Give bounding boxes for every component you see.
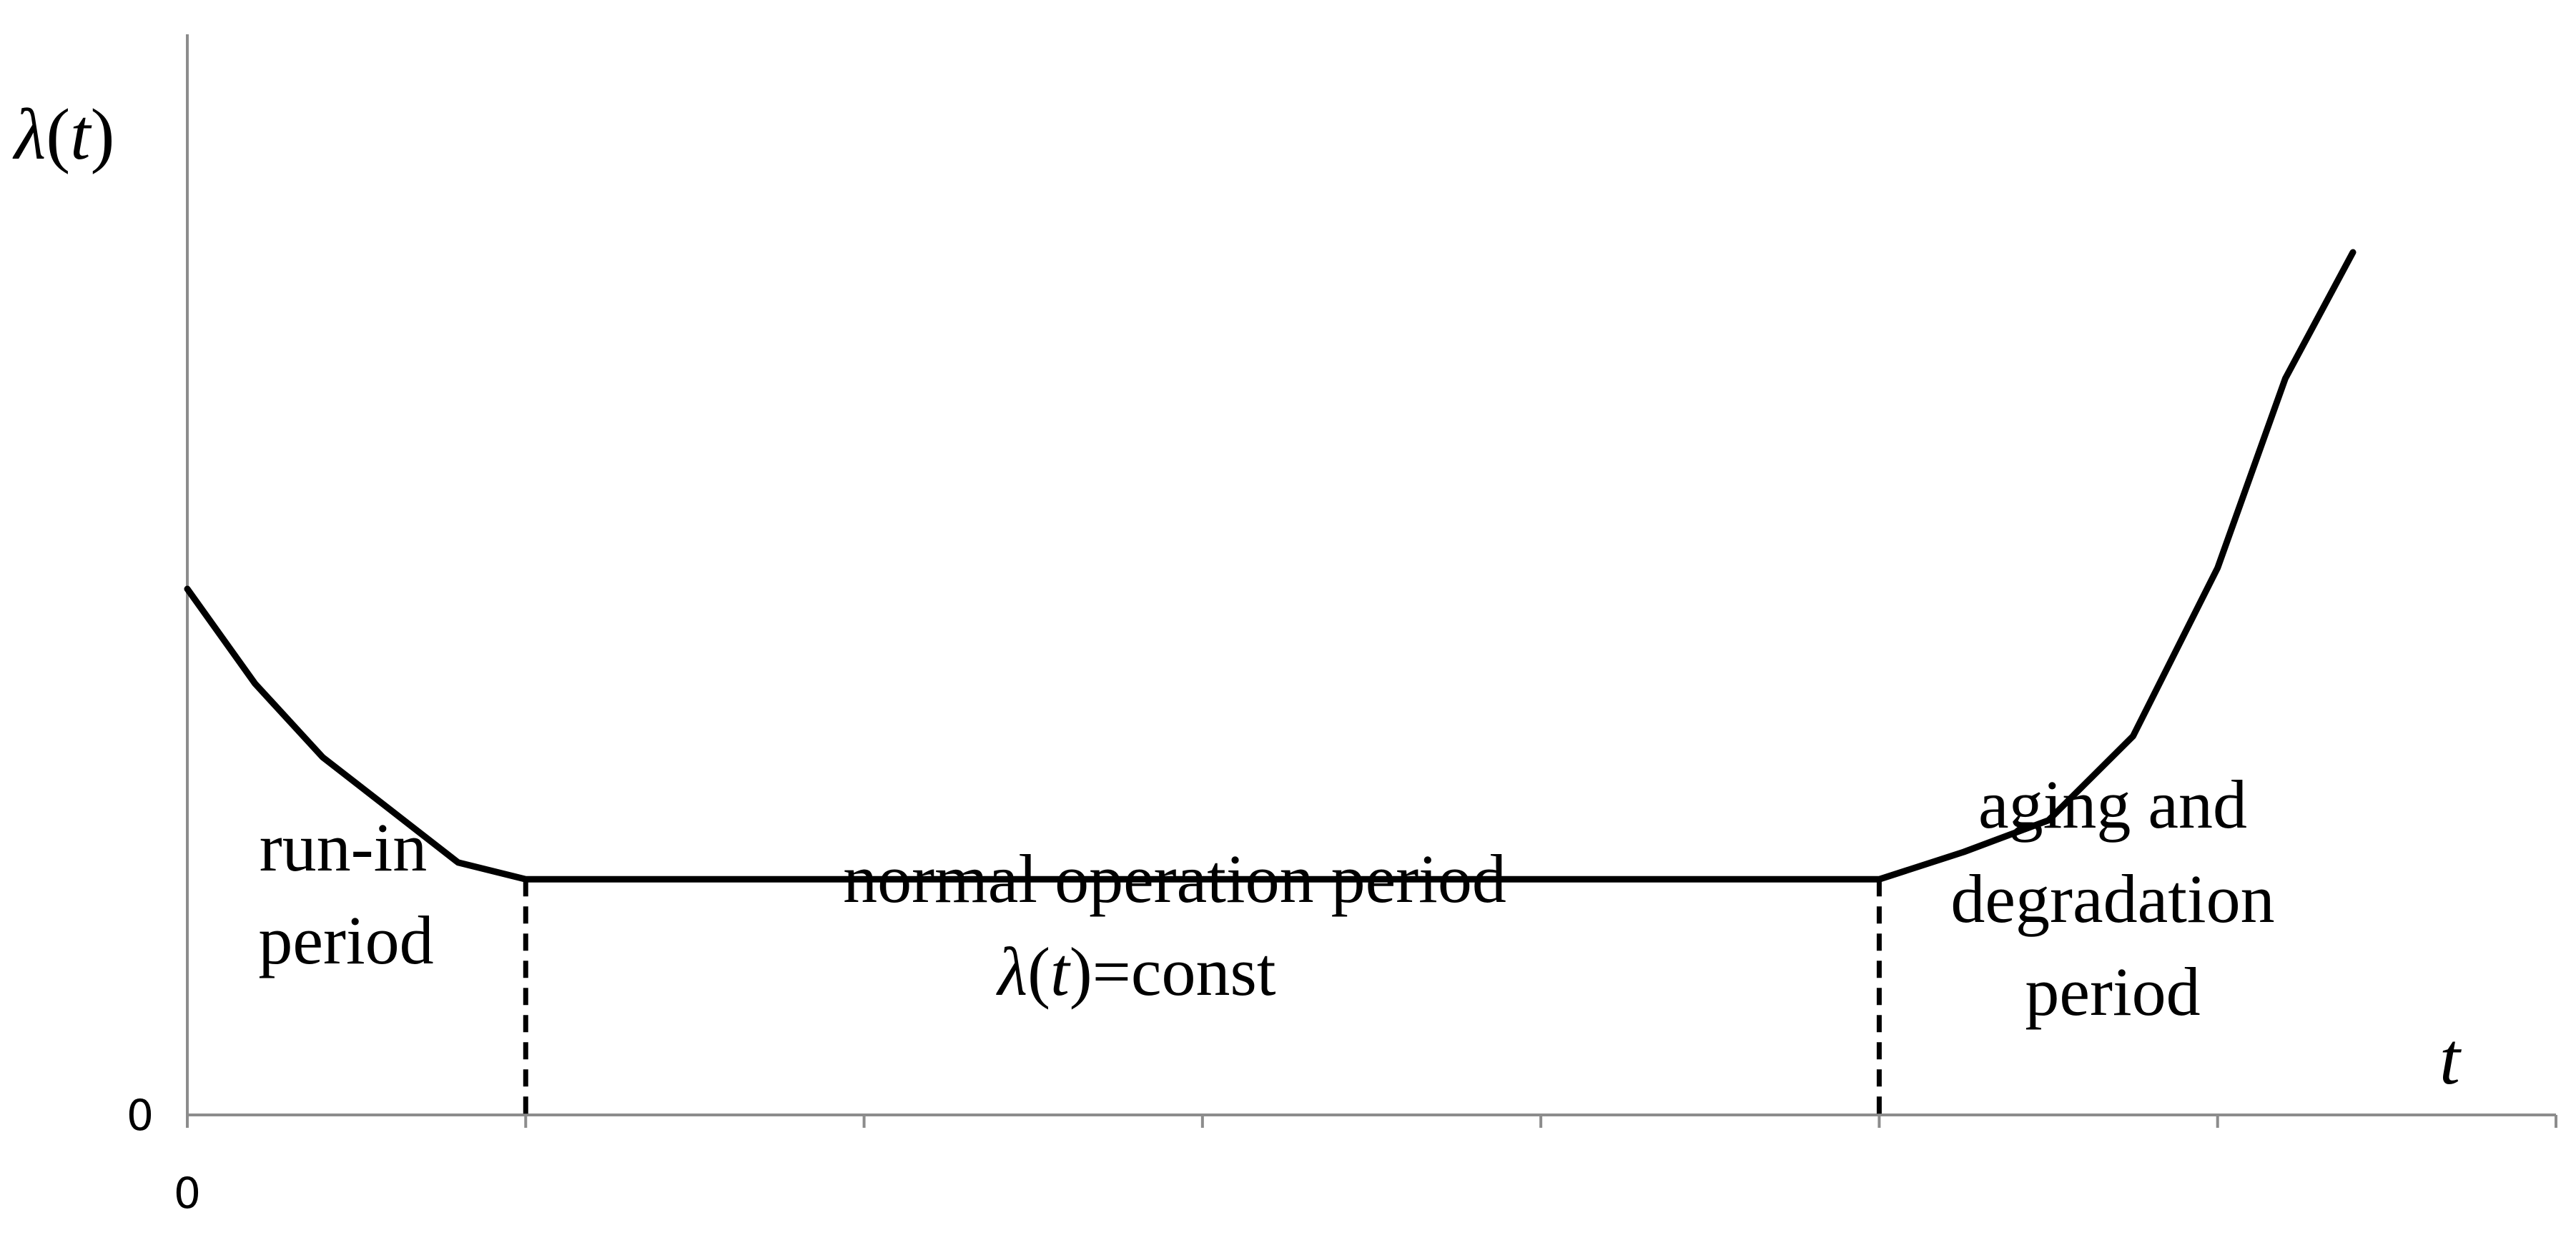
- x-axis-label: t: [2439, 1018, 2462, 1100]
- y-tick-label-0: 0: [127, 1091, 154, 1141]
- aging-degradation-label: aging and degradation period: [1950, 766, 2274, 1030]
- aging-line1: aging and: [1978, 766, 2247, 843]
- run-in-line2: period: [258, 902, 433, 978]
- y-label-var: t: [70, 94, 92, 175]
- aging-line3: period: [2025, 953, 2200, 1030]
- x-tick-label-0: 0: [174, 1169, 201, 1219]
- normal-symbol: λ: [996, 933, 1028, 1010]
- run-in-line1: run-in: [260, 809, 428, 886]
- x-axis-ticks: [186, 1115, 2557, 1128]
- y-label-close-paren: ): [91, 94, 115, 175]
- normal-open: (: [1027, 933, 1050, 1010]
- hazard-rate-curve: [184, 249, 2357, 883]
- period-dividers: [523, 879, 1882, 1121]
- run-in-period-label: run-in period: [258, 809, 433, 978]
- y-axis-label: λ(t): [12, 94, 114, 175]
- y-label-symbol: λ: [12, 94, 46, 175]
- normal-line2: λ(t)=const: [996, 933, 1276, 1010]
- normal-suffix: )=const: [1070, 933, 1276, 1010]
- y-label-open: (: [46, 94, 70, 175]
- normal-line1: normal operation period: [843, 840, 1506, 917]
- aging-line2: degradation: [1950, 860, 2274, 937]
- normal-operation-label: normal operation period λ(t)=const: [843, 840, 1506, 1010]
- normal-var: t: [1050, 933, 1071, 1010]
